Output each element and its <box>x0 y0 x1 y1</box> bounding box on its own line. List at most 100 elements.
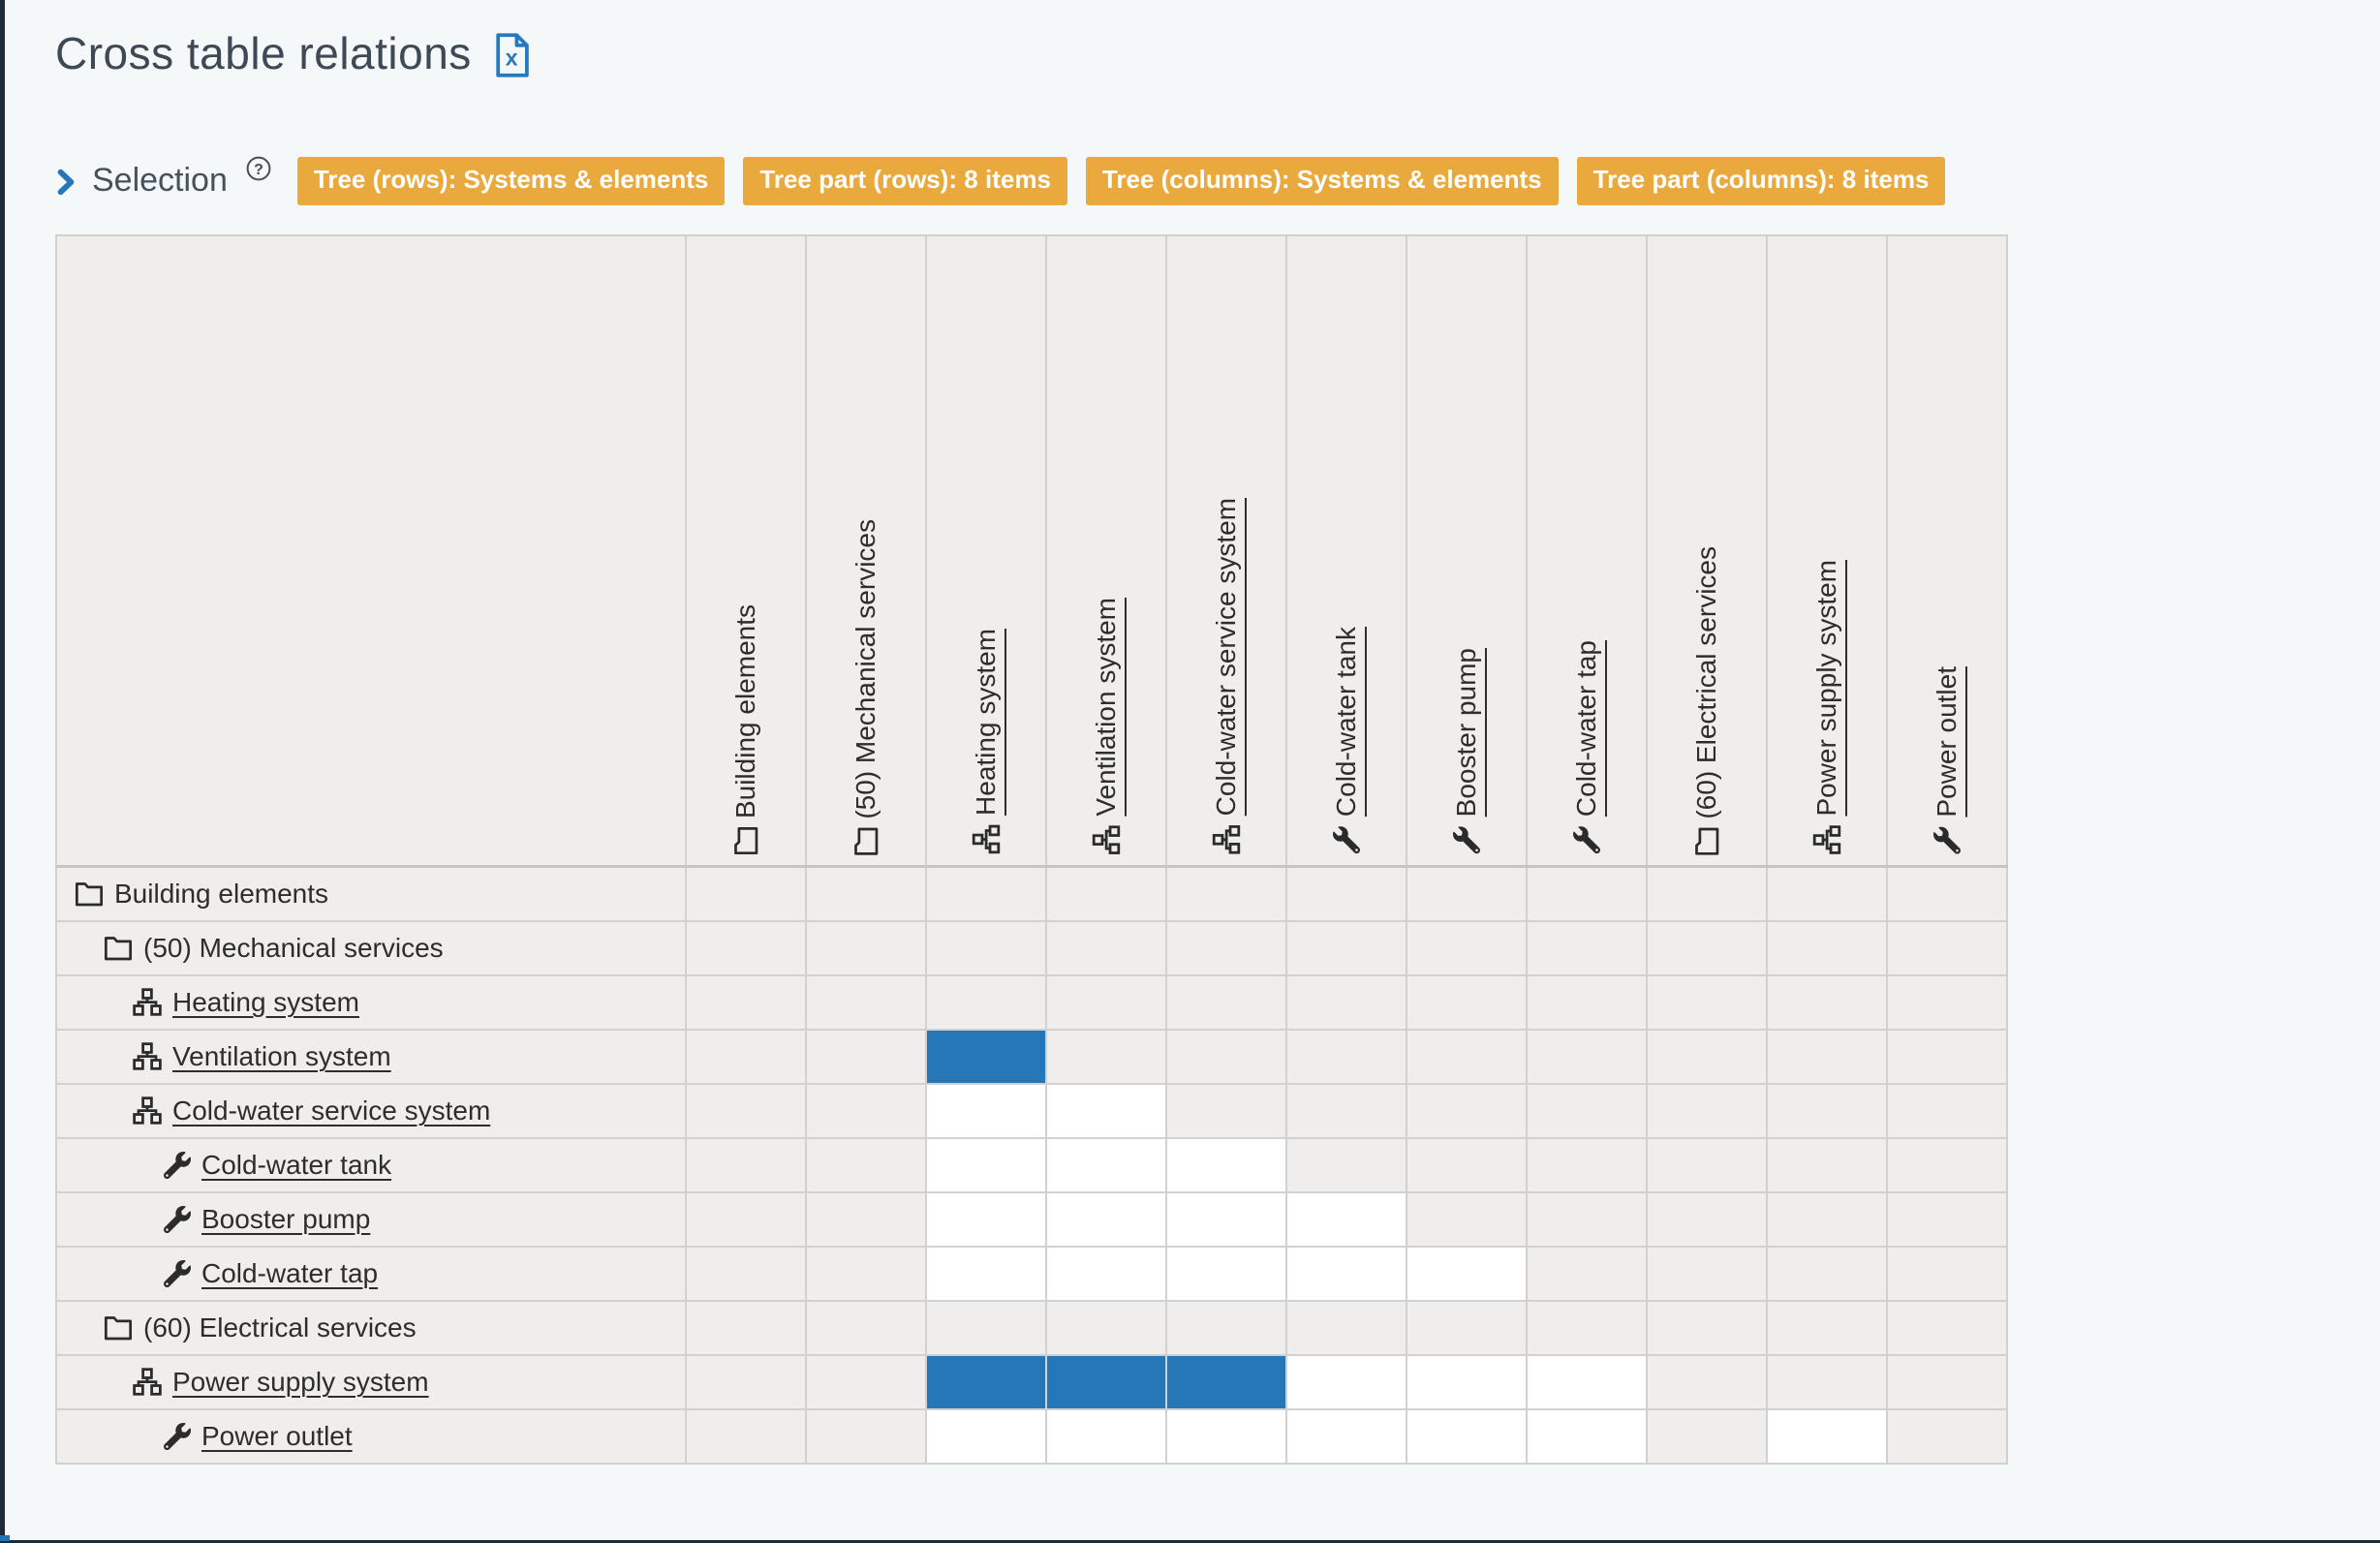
cell-power-supply-system-x-ventilation-system[interactable] <box>1045 1353 1167 1410</box>
cell-ventilation-system-x-cold-water-tank <box>1285 1028 1407 1085</box>
column-label[interactable]: Cold-water service system <box>1211 498 1241 817</box>
cell-cold-water-service-system-x-ventilation-system[interactable] <box>1045 1082 1167 1139</box>
table-row-50-mechanical-services: (50) Mechanical services <box>55 919 2008 976</box>
cell-power-outlet-x-booster-pump[interactable] <box>1406 1407 1528 1465</box>
selection-section-title[interactable]: Selection <box>92 162 228 200</box>
cell-60-electrical-services-x-ventilation-system <box>1045 1299 1167 1356</box>
cell-booster-pump-x-cold-water-tank[interactable] <box>1285 1190 1407 1248</box>
column-label[interactable]: Heating system <box>971 629 1001 817</box>
cell-building-elements-x-60-electrical-services <box>1646 865 1768 922</box>
cell-booster-pump-x-heating-system[interactable] <box>925 1190 1047 1248</box>
cell-power-outlet-x-cold-water-tap[interactable] <box>1526 1407 1648 1465</box>
row-label[interactable]: Power supply system <box>172 1366 429 1397</box>
cell-cold-water-service-system-x-power-supply-system <box>1766 1082 1888 1139</box>
cell-50-mechanical-services-x-building-elements <box>685 919 807 976</box>
bottom-panel-edge <box>0 1535 10 1541</box>
system-sitemap-icon <box>133 1096 162 1126</box>
cell-heating-system-x-cold-water-service-system <box>1165 973 1287 1031</box>
column-header-power-outlet[interactable]: Power outlet <box>1886 233 2008 869</box>
row-label[interactable]: Cold-water tap <box>201 1257 379 1288</box>
folder-icon <box>854 827 879 855</box>
row-header-50-mechanical-services: (50) Mechanical services <box>55 919 687 976</box>
row-header-cold-water-tap[interactable]: Cold-water tap <box>55 1245 687 1302</box>
cell-cold-water-tap-x-ventilation-system[interactable] <box>1045 1245 1167 1302</box>
row-header-heating-system[interactable]: Heating system <box>55 973 687 1031</box>
column-label[interactable]: Ventilation system <box>1091 597 1121 817</box>
column-header-power-supply-system[interactable]: Power supply system <box>1766 233 1888 869</box>
cell-cold-water-tank-x-power-supply-system <box>1766 1136 1888 1193</box>
cell-60-electrical-services-x-power-supply-system <box>1766 1299 1888 1356</box>
row-header-cold-water-tank[interactable]: Cold-water tank <box>55 1136 687 1193</box>
help-icon[interactable]: ? <box>245 155 272 182</box>
row-header-ventilation-system[interactable]: Ventilation system <box>55 1028 687 1085</box>
cell-building-elements-x-power-outlet <box>1886 865 2008 922</box>
cell-booster-pump-x-50-mechanical-services <box>805 1190 927 1248</box>
excel-export-icon[interactable]: x <box>493 33 530 77</box>
wrench-icon <box>1573 826 1600 854</box>
cell-power-supply-system-x-booster-pump[interactable] <box>1406 1353 1528 1410</box>
chevron-right-icon[interactable] <box>55 169 77 196</box>
table-row-building-elements: Building elements <box>55 865 2008 922</box>
wrench-icon <box>164 1422 191 1450</box>
folder-icon <box>75 882 104 907</box>
selection-badges: Tree (rows): Systems & elements Tree par… <box>296 157 1946 205</box>
cell-power-supply-system-x-cold-water-tank[interactable] <box>1285 1353 1407 1410</box>
row-label: (60) Electrical services <box>143 1312 417 1342</box>
cell-cold-water-tank-x-50-mechanical-services <box>805 1136 927 1193</box>
row-label[interactable]: Cold-water service system <box>172 1095 491 1126</box>
cell-power-supply-system-x-power-supply-system <box>1766 1353 1888 1410</box>
row-header-power-outlet[interactable]: Power outlet <box>55 1407 687 1465</box>
row-header-booster-pump[interactable]: Booster pump <box>55 1190 687 1248</box>
column-header-booster-pump[interactable]: Booster pump <box>1406 233 1528 869</box>
cell-cold-water-tank-x-ventilation-system[interactable] <box>1045 1136 1167 1193</box>
help-icon-glyph: ? <box>254 162 263 178</box>
column-label[interactable]: Cold-water tap <box>1571 640 1601 818</box>
cell-building-elements-x-power-supply-system <box>1766 865 1888 922</box>
row-label[interactable]: Heating system <box>172 986 359 1017</box>
cell-ventilation-system-x-cold-water-tap <box>1526 1028 1648 1085</box>
cell-cold-water-tank-x-heating-system[interactable] <box>925 1136 1047 1193</box>
cell-power-outlet-x-ventilation-system[interactable] <box>1045 1407 1167 1465</box>
cell-power-supply-system-x-cold-water-tap[interactable] <box>1526 1353 1648 1410</box>
row-label[interactable]: Booster pump <box>201 1203 371 1234</box>
cell-power-supply-system-x-heating-system[interactable] <box>925 1353 1047 1410</box>
cell-cold-water-tank-x-building-elements <box>685 1136 807 1193</box>
cell-cold-water-tap-x-cold-water-tank[interactable] <box>1285 1245 1407 1302</box>
cell-power-outlet-x-heating-system[interactable] <box>925 1407 1047 1465</box>
cell-booster-pump-x-ventilation-system[interactable] <box>1045 1190 1167 1248</box>
cell-booster-pump-x-cold-water-service-system[interactable] <box>1165 1190 1287 1248</box>
cell-ventilation-system-x-heating-system[interactable] <box>925 1028 1047 1085</box>
cell-power-supply-system-x-60-electrical-services <box>1646 1353 1768 1410</box>
cell-power-supply-system-x-cold-water-service-system[interactable] <box>1165 1353 1287 1410</box>
column-label[interactable]: Booster pump <box>1451 648 1481 818</box>
column-header-cold-water-tank[interactable]: Cold-water tank <box>1285 233 1407 869</box>
cell-power-outlet-x-cold-water-service-system[interactable] <box>1165 1407 1287 1465</box>
column-header-50-mechanical-services: (50) Mechanical services <box>805 233 927 869</box>
row-label[interactable]: Cold-water tank <box>201 1149 392 1180</box>
corner-cell <box>55 233 687 869</box>
cell-cold-water-tank-x-cold-water-service-system[interactable] <box>1165 1136 1287 1193</box>
row-label[interactable]: Power outlet <box>201 1420 353 1451</box>
column-header-heating-system[interactable]: Heating system <box>925 233 1047 869</box>
cell-cold-water-tap-x-cold-water-service-system[interactable] <box>1165 1245 1287 1302</box>
column-header-ventilation-system[interactable]: Ventilation system <box>1045 233 1167 869</box>
cell-50-mechanical-services-x-cold-water-service-system <box>1165 919 1287 976</box>
cell-building-elements-x-cold-water-tank <box>1285 865 1407 922</box>
row-header-cold-water-service-system[interactable]: Cold-water service system <box>55 1082 687 1139</box>
cell-cold-water-tank-x-60-electrical-services <box>1646 1136 1768 1193</box>
column-label[interactable]: Cold-water tank <box>1331 627 1361 818</box>
column-label[interactable]: Power outlet <box>1932 665 1962 818</box>
cell-power-outlet-x-cold-water-tank[interactable] <box>1285 1407 1407 1465</box>
cell-power-outlet-x-power-supply-system[interactable] <box>1766 1407 1888 1465</box>
cell-cold-water-service-system-x-heating-system[interactable] <box>925 1082 1047 1139</box>
cell-cold-water-tap-x-booster-pump[interactable] <box>1406 1245 1528 1302</box>
column-header-cold-water-tap[interactable]: Cold-water tap <box>1526 233 1648 869</box>
row-header-power-supply-system[interactable]: Power supply system <box>55 1353 687 1410</box>
row-label[interactable]: Ventilation system <box>172 1040 391 1071</box>
cell-building-elements-x-booster-pump <box>1406 865 1528 922</box>
folder-icon <box>104 1316 133 1341</box>
column-header-cold-water-service-system[interactable]: Cold-water service system <box>1165 233 1287 869</box>
cell-cold-water-tap-x-heating-system[interactable] <box>925 1245 1047 1302</box>
column-label[interactable]: Power supply system <box>1811 559 1841 817</box>
cell-60-electrical-services-x-cold-water-tank <box>1285 1299 1407 1356</box>
